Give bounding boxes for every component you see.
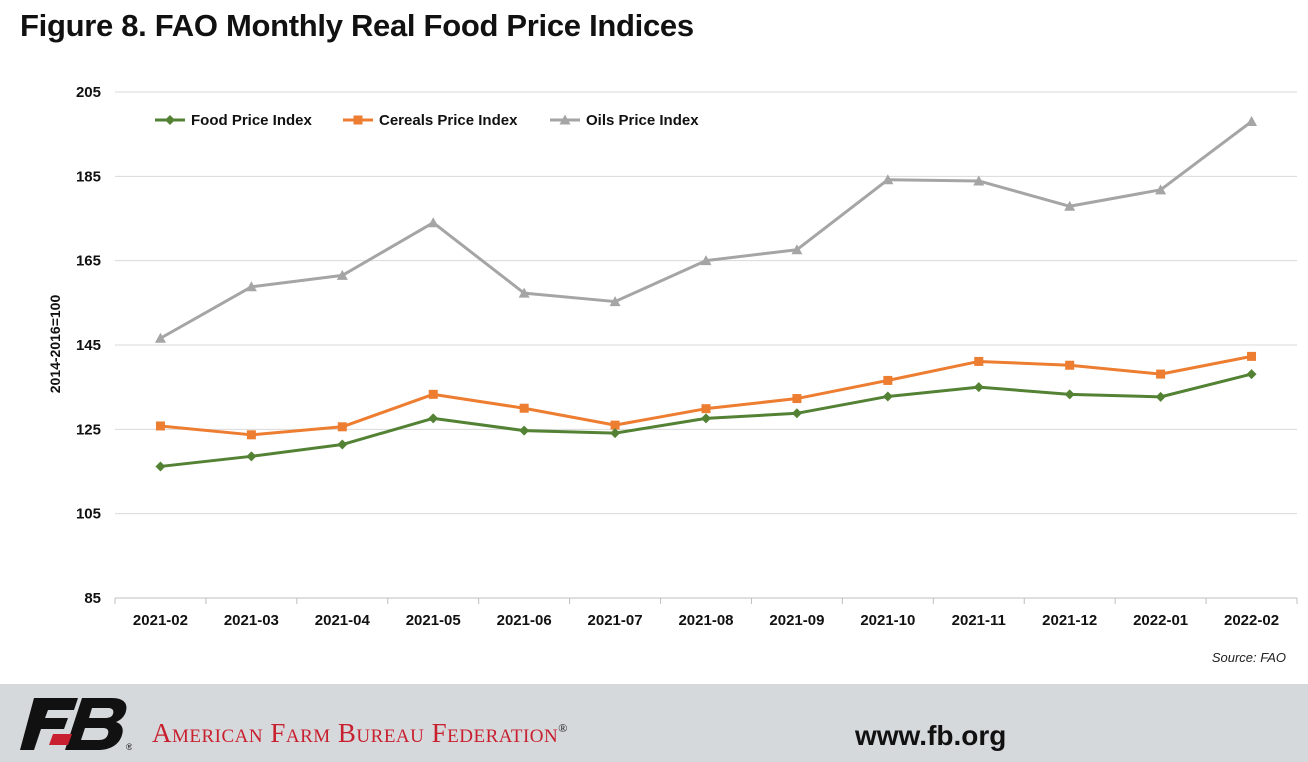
legend-item-cereals-price-index: Cereals Price Index [343, 112, 518, 129]
series-cereals-price-index [155, 351, 1257, 440]
y-tick-label-205: 205 [76, 84, 101, 101]
legend-label: Oils Price Index [586, 112, 699, 129]
data-point-2021-10 [882, 174, 894, 185]
data-point-2021-03 [246, 451, 257, 462]
data-point-2021-02 [155, 461, 166, 472]
data-point-2021-04 [336, 269, 348, 280]
fb-logo-icon: ® [20, 698, 132, 752]
org-name-text: American Farm Bureau Federation [152, 718, 559, 748]
data-point-2021-08 [701, 413, 711, 424]
data-point-2021-07 [609, 296, 621, 307]
axes: 85 105 125 145 165 185 205 2021-02 2021-03 2021-0… [76, 84, 1298, 629]
data-point-2021-02 [154, 332, 166, 343]
data-point-2021-04 [337, 439, 348, 450]
legend-marker [353, 115, 363, 125]
source-note: Source: FAO [1211, 650, 1286, 665]
x-tick-label-2021-12: 2021-12 [1042, 612, 1097, 629]
x-tick-label-2021-07: 2021-07 [588, 612, 643, 629]
y-axis-label: 2014-2016=100 [47, 295, 63, 394]
data-point-2021-09 [791, 408, 802, 419]
data-point-2022-02 [1246, 369, 1257, 380]
data-point-2021-07 [610, 428, 621, 439]
x-tick-label-2021-08: 2021-08 [678, 612, 733, 629]
x-tick-label-2021-06: 2021-06 [497, 612, 552, 629]
y-tick-label-165: 165 [76, 253, 101, 270]
org-name: American Farm Bureau Federation® [152, 718, 568, 749]
data-point-2021-03 [246, 430, 256, 440]
data-point-2021-11 [973, 382, 984, 393]
legend-label: Cereals Price Index [379, 112, 518, 129]
data-point-2022-02 [1246, 116, 1258, 127]
x-tick-label-2021-04: 2021-04 [315, 612, 371, 629]
y-tick-label-185: 185 [76, 168, 101, 185]
x-tick-label-2021-10: 2021-10 [860, 612, 915, 629]
y-tick-label-105: 105 [76, 506, 101, 523]
x-tick-label-2022-02: 2022-02 [1224, 612, 1279, 629]
x-tick-label-2022-01: 2022-01 [1133, 612, 1188, 629]
x-tick-label-2021-09: 2021-09 [769, 612, 824, 629]
legend-marker [559, 114, 571, 125]
y-tick-label-145: 145 [76, 337, 101, 354]
legend-label: Food Price Index [191, 112, 313, 129]
data-point-2021-05 [427, 217, 439, 228]
registered-mark: ® [558, 721, 568, 735]
data-point-2022-01 [1155, 184, 1167, 195]
website-url[interactable]: www.fb.org [855, 720, 1007, 751]
data-point-2021-10 [882, 391, 893, 402]
legend-item-food-price-index: Food Price Index [155, 112, 313, 129]
x-tick-label-2021-11: 2021-11 [952, 612, 1006, 629]
data-point-2022-02 [1247, 351, 1257, 361]
footer-banner: ® American Farm Bureau Federation® www.f… [0, 684, 1308, 762]
data-point-2021-05 [428, 413, 439, 424]
series-line [159, 120, 1253, 340]
data-point-2021-03 [245, 281, 257, 292]
svg-text:®: ® [126, 742, 132, 752]
y-tick-label-125: 125 [76, 421, 101, 438]
data-point-2021-12 [1064, 200, 1076, 211]
y-tick-label-85: 85 [84, 590, 101, 607]
data-point-2021-08 [700, 255, 712, 266]
data-point-2021-09 [791, 244, 803, 255]
data-point-2021-09 [792, 394, 802, 404]
data-point-2021-05 [428, 389, 438, 399]
series-oils-price-index [154, 116, 1258, 343]
legend-marker [165, 115, 175, 125]
series-food-price-index [155, 369, 1257, 472]
data-point-2022-01 [1156, 369, 1166, 379]
legend: Food Price Index Cereals Price Index Oils … [155, 112, 699, 129]
data-point-2021-11 [973, 175, 985, 186]
x-tick-label-2021-03: 2021-03 [224, 612, 279, 629]
data-point-2021-04 [337, 422, 347, 432]
series [154, 116, 1258, 472]
line-chart: 85 105 125 145 165 185 205 2021-02 2021-03 2021-0… [47, 84, 1298, 629]
data-point-2021-12 [1064, 389, 1075, 400]
data-point-2022-01 [1155, 391, 1166, 402]
data-point-2021-06 [519, 403, 529, 413]
data-point-2021-02 [155, 421, 165, 431]
data-point-2021-10 [883, 375, 893, 385]
data-point-2021-08 [701, 404, 711, 414]
data-point-2021-06 [518, 287, 530, 298]
x-tick-label-2021-05: 2021-05 [406, 612, 461, 629]
x-tick-label-2021-02: 2021-02 [133, 612, 188, 629]
data-point-2021-11 [974, 356, 984, 366]
chart-title: Figure 8. FAO Monthly Real Food Price In… [20, 8, 694, 43]
data-point-2021-07 [610, 420, 620, 430]
legend-item-oils-price-index: Oils Price Index [550, 112, 699, 129]
data-point-2021-06 [519, 425, 530, 436]
data-point-2021-12 [1065, 360, 1075, 370]
